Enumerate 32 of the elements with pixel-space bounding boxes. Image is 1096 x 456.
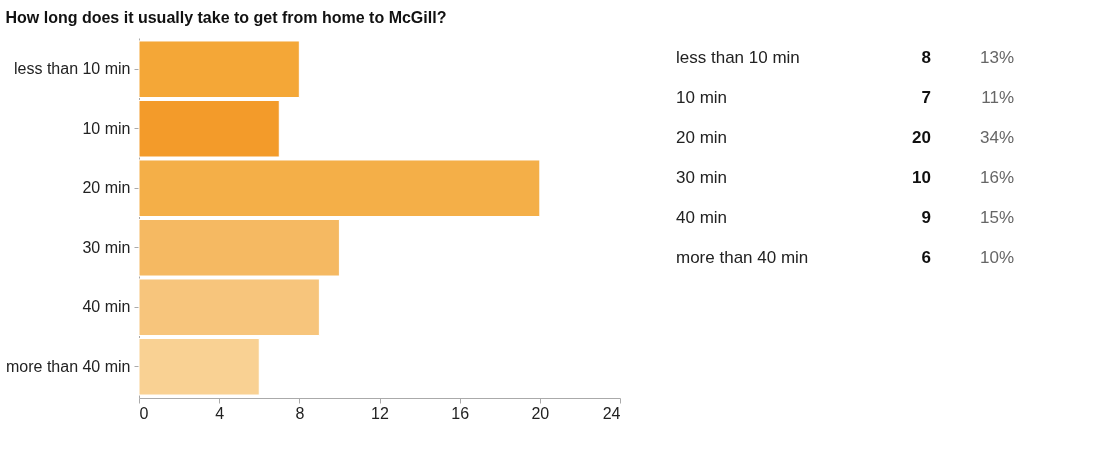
text: 10%	[979, 248, 1014, 267]
y-tick-label: 30 min	[82, 238, 131, 256]
text: 9	[921, 208, 931, 227]
category-label: 20 min	[676, 128, 728, 147]
text: 10	[912, 168, 931, 187]
text: 34%	[979, 128, 1014, 147]
y-tick-label: 40 min	[82, 298, 131, 316]
text: 20	[912, 128, 931, 147]
category-label: more than 40 min	[676, 248, 809, 267]
x-tick-label: 16	[451, 404, 470, 422]
category-label: 30 min	[676, 168, 728, 187]
text: 13%	[979, 48, 1014, 67]
y-tick-label: less than 10 min	[13, 60, 131, 78]
text: 7	[921, 88, 931, 107]
y-tick-label: 20 min	[82, 179, 131, 197]
text: 8	[921, 48, 931, 67]
text: 16%	[979, 168, 1014, 187]
chart-title: How long does it usually take to get from home to McGill?	[5, 9, 447, 26]
y-tick-label: more than 40 min	[5, 357, 131, 375]
x-tick-label: 0	[139, 404, 149, 422]
x-tick-label: 20	[531, 404, 550, 422]
x-tick-label: 24	[602, 404, 621, 422]
text: 11%	[981, 88, 1014, 107]
category-label: 10 min	[676, 88, 728, 107]
text: 15%	[979, 208, 1014, 227]
x-tick-label: 4	[215, 404, 225, 422]
category-label: 40 min	[676, 208, 728, 227]
category-label: less than 10 min	[676, 48, 800, 67]
x-tick-label: 8	[295, 404, 305, 422]
text: 6	[921, 248, 931, 267]
x-tick-label: 12	[371, 404, 389, 422]
y-tick-label: 10 min	[82, 119, 131, 137]
